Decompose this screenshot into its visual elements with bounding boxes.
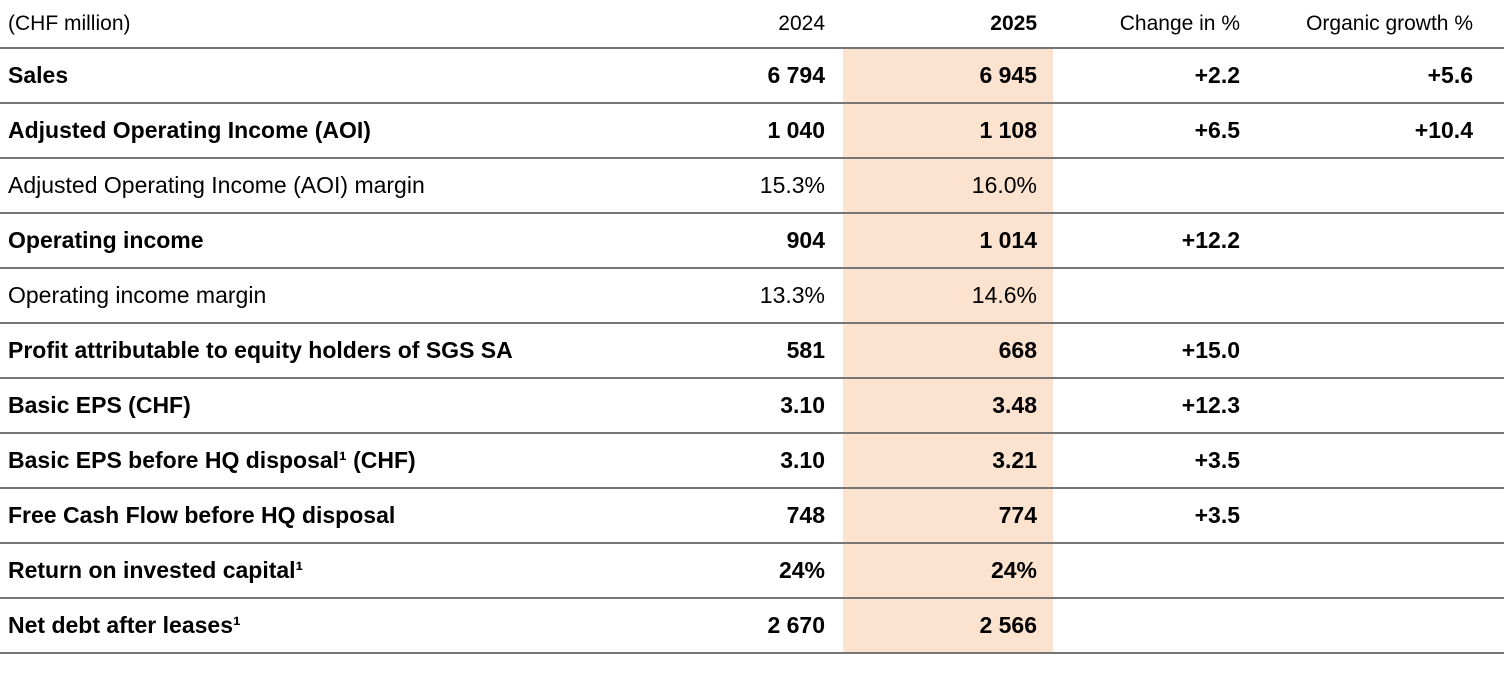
financial-summary-table: (CHF million) 2024 2025 Change in % Orga…	[0, 0, 1504, 653]
value-2025: 1 108	[843, 103, 1053, 158]
column-header-organic-growth: Organic growth %	[1306, 11, 1473, 35]
value-2025: 24%	[843, 543, 1053, 598]
row-label: Profit attributable to equity holders of…	[8, 337, 513, 363]
table-row-operating-income: Operating income 904 1 014 +12.2	[0, 213, 1504, 268]
unit-label: (CHF million)	[8, 11, 131, 35]
value-change: +2.2	[1194, 62, 1240, 88]
table-row-free-cash-flow: Free Cash Flow before HQ disposal 748 77…	[0, 488, 1504, 543]
table-row-profit-attributable: Profit attributable to equity holders of…	[0, 323, 1504, 378]
row-label: Sales	[8, 62, 69, 88]
value-organic	[1242, 323, 1504, 378]
value-2025: 6 945	[843, 48, 1053, 103]
column-header-2024: 2024	[778, 11, 825, 35]
row-label: Basic EPS before HQ disposal¹ (CHF)	[8, 447, 416, 473]
value-change: +12.3	[1181, 392, 1240, 418]
value-change	[1053, 268, 1242, 323]
value-2024: 1 040	[767, 117, 825, 143]
value-change	[1053, 543, 1242, 598]
value-organic	[1242, 433, 1504, 488]
value-change: +12.2	[1181, 227, 1240, 253]
value-organic	[1242, 488, 1504, 543]
value-2024: 3.10	[780, 392, 825, 418]
header-row: (CHF million) 2024 2025 Change in % Orga…	[0, 0, 1504, 48]
value-2025: 1 014	[843, 213, 1053, 268]
value-2024: 24%	[778, 557, 825, 583]
value-change: +3.5	[1194, 502, 1240, 528]
value-2024: 904	[786, 227, 825, 253]
row-label: Operating income	[8, 227, 204, 253]
table-header: (CHF million) 2024 2025 Change in % Orga…	[0, 0, 1504, 48]
table-row-basic-eps: Basic EPS (CHF) 3.10 3.48 +12.3	[0, 378, 1504, 433]
value-2025: 14.6%	[843, 268, 1053, 323]
value-2025: 774	[843, 488, 1053, 543]
value-organic	[1242, 158, 1504, 213]
table-body: Sales 6 794 6 945 +2.2 +5.6 Adjusted Ope…	[0, 48, 1504, 653]
row-label: Operating income margin	[8, 282, 267, 308]
value-2024: 13.3%	[759, 282, 825, 308]
value-change: +15.0	[1181, 337, 1240, 363]
value-2024: 3.10	[780, 447, 825, 473]
value-2024: 2 670	[767, 612, 825, 638]
row-label: Basic EPS (CHF)	[8, 392, 191, 418]
value-2025: 668	[843, 323, 1053, 378]
value-organic	[1242, 598, 1504, 653]
table-row-aoi-margin: Adjusted Operating Income (AOI) margin 1…	[0, 158, 1504, 213]
value-organic	[1242, 378, 1504, 433]
value-change: +3.5	[1194, 447, 1240, 473]
table-row-basic-eps-before-hq-disposal: Basic EPS before HQ disposal¹ (CHF) 3.10…	[0, 433, 1504, 488]
value-organic: +5.6	[1427, 62, 1473, 88]
row-label: Free Cash Flow before HQ disposal	[8, 502, 396, 528]
value-2025: 16.0%	[843, 158, 1053, 213]
value-2024: 15.3%	[759, 172, 825, 198]
value-organic	[1242, 268, 1504, 323]
row-label: Net debt after leases¹	[8, 612, 241, 638]
table-row-operating-income-margin: Operating income margin 13.3% 14.6%	[0, 268, 1504, 323]
value-2025: 2 566	[843, 598, 1053, 653]
row-label: Return on invested capital¹	[8, 557, 304, 583]
table-row-return-on-invested-capital: Return on invested capital¹ 24% 24%	[0, 543, 1504, 598]
value-2024: 6 794	[767, 62, 825, 88]
value-change: +6.5	[1194, 117, 1240, 143]
column-header-2025: 2025	[990, 11, 1037, 35]
table-row-adjusted-operating-income: Adjusted Operating Income (AOI) 1 040 1 …	[0, 103, 1504, 158]
value-organic	[1242, 213, 1504, 268]
value-organic	[1242, 543, 1504, 598]
value-2025: 3.21	[843, 433, 1053, 488]
table-row-net-debt-after-leases: Net debt after leases¹ 2 670 2 566	[0, 598, 1504, 653]
value-organic: +10.4	[1414, 117, 1473, 143]
value-2024: 748	[786, 502, 825, 528]
column-header-change: Change in %	[1119, 11, 1240, 35]
value-2024: 581	[786, 337, 825, 363]
row-label: Adjusted Operating Income (AOI)	[8, 117, 371, 143]
row-label: Adjusted Operating Income (AOI) margin	[8, 172, 425, 198]
value-change	[1053, 158, 1242, 213]
value-change	[1053, 598, 1242, 653]
table-row-sales: Sales 6 794 6 945 +2.2 +5.6	[0, 48, 1504, 103]
value-2025: 3.48	[843, 378, 1053, 433]
